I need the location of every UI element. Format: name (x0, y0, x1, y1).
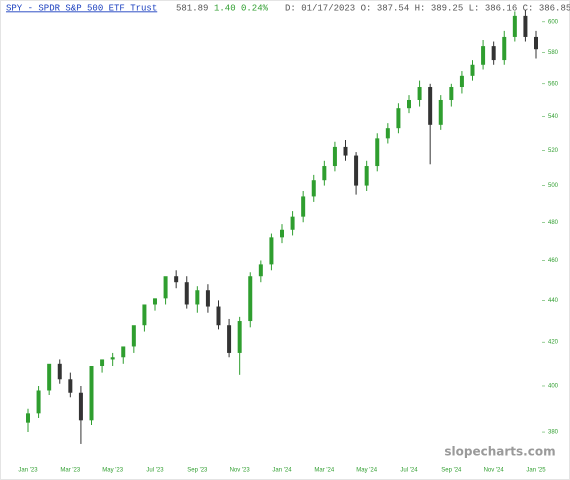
price-change: 1.40 0.24% (214, 3, 269, 13)
candle-body (121, 346, 126, 358)
candle-body (491, 46, 496, 61)
candle-body (332, 146, 337, 167)
candle-body (163, 276, 168, 299)
x-tick-label: Nov '23 (230, 468, 251, 474)
candle-body (216, 306, 221, 326)
x-tick-label: Nov '24 (484, 468, 505, 474)
candle-body (407, 99, 411, 109)
ohlc-info: D: 01/17/2023 O: 387.54 H: 389.25 L: 386… (285, 3, 570, 13)
candle-body (227, 325, 232, 353)
candle-body (237, 321, 242, 353)
y-tick-label: 520 (548, 148, 559, 154)
candle-body (512, 15, 517, 37)
candle-body (131, 325, 136, 347)
y-tick-label: 580 (548, 50, 559, 56)
candle-body (459, 75, 464, 88)
x-tick-label: Jan '24 (272, 468, 292, 474)
x-tick-label: Jul '23 (146, 468, 164, 474)
x-tick-label: May '24 (356, 468, 377, 474)
candle-body (481, 46, 486, 65)
x-tick-label: Jan '25 (526, 468, 546, 474)
candle-body (301, 196, 306, 217)
candle-body (36, 390, 41, 414)
candle-body (100, 359, 105, 367)
candle-body (205, 290, 210, 307)
candle-body (470, 64, 475, 76)
last-price: 581.89 (176, 3, 208, 13)
candle-body (184, 282, 189, 305)
candle-body (428, 87, 433, 125)
y-tick-label: 500 (548, 183, 559, 189)
candle-body (290, 216, 295, 230)
candle-body (174, 276, 179, 283)
candle-body (110, 357, 115, 360)
candle-body (78, 392, 83, 421)
candle-body (311, 180, 316, 197)
y-tick-label: 560 (548, 81, 559, 87)
candle-body (438, 99, 443, 125)
candle-body (89, 366, 94, 421)
candle-body (248, 276, 253, 322)
x-tick-label: Mar '23 (60, 468, 80, 474)
candle-body (502, 36, 507, 61)
candle-body (57, 363, 62, 380)
candle-body (375, 138, 380, 167)
candle-body (343, 146, 348, 156)
x-tick-label: Mar '24 (314, 468, 334, 474)
y-tick-label: 440 (548, 298, 559, 304)
x-tick-label: Jul '24 (400, 468, 418, 474)
y-tick-label: 540 (548, 114, 559, 120)
candle-body (269, 237, 274, 265)
x-tick-label: May '23 (102, 468, 123, 474)
candle-body (142, 304, 147, 326)
candle-body (417, 87, 422, 100)
y-tick-label: 400 (548, 384, 559, 390)
y-tick-label: 420 (548, 340, 559, 346)
watermark: slopecharts.com (444, 445, 555, 459)
candle-body (385, 128, 390, 139)
candle-body (523, 15, 528, 37)
x-tick-label: Sep '24 (441, 468, 462, 474)
y-tick-label: 460 (548, 258, 559, 264)
candle-body (534, 36, 538, 50)
ticker-title[interactable]: SPY - SPDR S&P 500 ETF Trust (6, 3, 157, 13)
candle-body (322, 166, 327, 181)
candle-body (354, 155, 359, 186)
candle-body (364, 166, 369, 186)
candle-body (195, 290, 200, 305)
candle-body (153, 298, 157, 305)
candle-body (280, 229, 284, 238)
x-tick-label: Sep '23 (187, 468, 208, 474)
candle-body (258, 264, 263, 277)
x-tick-label: Jan '23 (18, 468, 38, 474)
candle-body (26, 413, 30, 423)
y-tick-label: 480 (548, 220, 559, 226)
candle-body (68, 379, 73, 393)
y-tick-label: 600 (548, 19, 559, 25)
candle-body (449, 87, 454, 100)
candle-body (396, 108, 401, 129)
y-tick-label: 380 (548, 430, 559, 436)
candle-body (47, 363, 52, 391)
